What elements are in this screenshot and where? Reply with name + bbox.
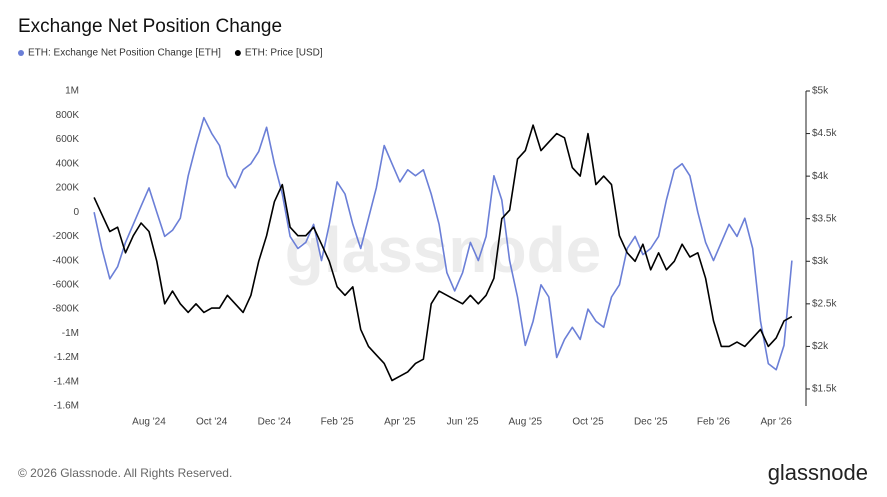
y2-tick-label: $2k [812,341,829,352]
x-tick-label: Feb '26 [697,417,730,428]
y-tick-label: 200K [56,183,80,194]
x-tick-label: Apr '25 [384,417,416,428]
y2-tick-label: $4.5k [812,128,837,139]
y-tick-label: -1M [62,328,79,339]
y-tick-label: -600K [52,279,79,290]
y-tick-label: -1.4M [53,376,79,387]
y2-tick-label: $5k [812,86,829,97]
footer: © 2026 Glassnode. All Rights Reserved. [18,466,232,480]
x-tick-label: Oct '25 [572,417,604,428]
x-tick-label: Apr '26 [760,417,792,428]
x-tick-label: Dec '24 [258,417,292,428]
x-tick-label: Jun '25 [447,417,479,428]
legend-marker [234,50,241,56]
x-tick-label: Oct '24 [196,417,228,428]
y2-tick-label: $1.5k [812,384,837,395]
y-tick-label: 400K [56,158,80,169]
y-tick-label: -1.2M [53,352,79,363]
y-tick-label: 0 [73,207,79,218]
x-tick-label: Aug '24 [132,417,166,428]
x-tick-label: Dec '25 [634,417,668,428]
series-line [93,116,793,371]
chart-title: Exchange Net Position Change [18,16,282,37]
y-tick-label: 600K [56,134,80,145]
y-tick-label: -400K [52,255,79,266]
y-tick-label: -1.6M [53,401,79,412]
logo: glassnode [768,460,868,485]
y2-tick-label: $3.5k [812,213,837,224]
y-tick-label: -200K [52,231,79,242]
legend-marker [18,50,24,56]
y-tick-label: -800K [52,304,79,315]
y2-tick-label: $3k [812,256,829,267]
y-tick-label: 800K [56,110,80,121]
y2-tick-label: $4k [812,171,829,182]
legend-label: ETH: Price [USD] [245,48,323,59]
series-line [93,124,793,382]
legend-label: ETH: Exchange Net Position Change [ETH] [28,48,221,59]
x-tick-label: Aug '25 [508,417,542,428]
y2-tick-label: $2.5k [812,298,837,309]
y-tick-label: 1M [65,86,79,97]
x-tick-label: Feb '25 [321,417,354,428]
